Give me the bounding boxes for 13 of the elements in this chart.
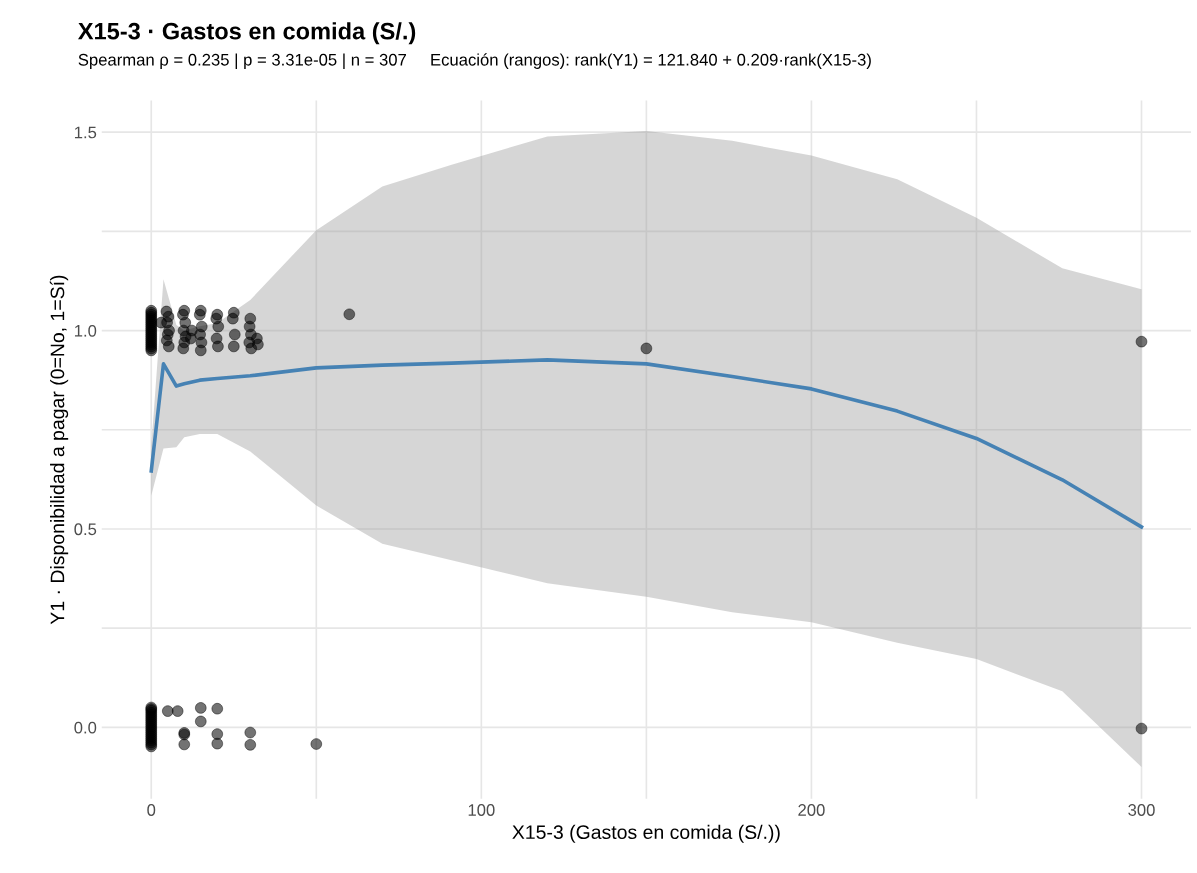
x-tick-label: 200	[798, 804, 825, 816]
y-tick-label: 1.0	[74, 324, 97, 337]
chart-title: X15-3 · Gastos en comida (S/.)	[78, 22, 416, 45]
x-tick-label: 300	[1128, 804, 1155, 816]
y-tick-label: 0.5	[74, 523, 97, 536]
y-tick-label: 1.5	[74, 126, 97, 139]
x-axis-title: X15-3 (Gastos en comida (S/.))	[512, 824, 780, 843]
chart-subtitle: Spearman ρ = 0.235 | p = 3.31e-05 | n = 307 Ecuación (rangos): rank(Y1) = 121.840 + 0.209·rank(X15-3)	[78, 53, 871, 70]
x-tick-label: 0	[147, 804, 156, 816]
x-tick-label: 100	[468, 804, 495, 816]
y-axis-title: Y1 · Disponibilidad a pagar (0=No, 1=Sí)	[49, 275, 69, 625]
line-series	[149, 358, 1144, 529]
y-tick-label: 0.0	[74, 721, 97, 734]
